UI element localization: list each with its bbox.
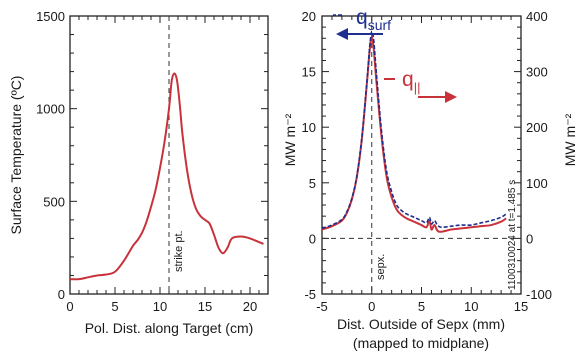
left-strike-point-label: strike pt.	[173, 230, 185, 272]
left-y-tick-label: 1000	[36, 102, 65, 117]
right-x-tick-label: -5	[316, 299, 328, 314]
right-x-axis-label: Dist. Outside of Sepx (mm)	[337, 316, 505, 332]
right-chart: -5 0 5 10 15 -5 0 5 10 15 20 -100 0 100 200 300 400 sepx…	[282, 6, 578, 351]
left-temperature-curve	[69, 72, 264, 281]
right-y2-tick-label: 100	[526, 176, 548, 191]
left-x-tick-label: 15	[198, 299, 212, 314]
right-y-tick-label: 15	[302, 65, 316, 80]
right-left-y-axis-label: MW m⁻²	[282, 113, 298, 166]
right-y2-tick-label: 400	[526, 9, 548, 24]
left-x-axis-label: Pol. Dist. along Target (cm)	[85, 320, 254, 336]
right-arrow-icon	[418, 91, 457, 103]
q-parallel-label: q||	[402, 68, 420, 95]
left-y-tick-label: 500	[43, 194, 65, 209]
q-surf-symbol: q	[356, 6, 368, 29]
right-x-axis-sublabel: (mapped to midplane)	[353, 335, 489, 351]
right-y-tick-label: 10	[302, 120, 316, 135]
right-q-surf-curve	[321, 30, 507, 230]
right-y-tick-label: 0	[309, 231, 316, 246]
q-surf-subscript: surf	[368, 17, 391, 33]
right-y2-tick-label: 200	[526, 120, 548, 135]
q-parallel-subscript: ||	[414, 80, 421, 95]
left-y-tick-label: 0	[58, 287, 65, 302]
left-x-tick-label: 0	[66, 299, 73, 314]
right-y2-tick-label: 0	[526, 231, 533, 246]
right-x-tick-label: 15	[514, 299, 528, 314]
right-right-y-axis-label: MW m⁻²	[562, 113, 578, 166]
left-chart: 0 5 10 15 20 0 500 1000 1500 strike pt. Pol. Dis…	[8, 9, 269, 336]
left-arrow-icon	[336, 28, 383, 40]
right-y-tick-label: -5	[304, 287, 316, 302]
right-y-tick-label: 20	[302, 9, 316, 24]
right-tick-labels: -5 0 5 10 15 -5 0 5 10 15 20 -100 0 100 200 300 400	[302, 9, 553, 314]
left-x-tick-label: 5	[111, 299, 118, 314]
q-surf-label: qsurf	[356, 6, 391, 33]
left-tick-labels: 0 5 10 15 20 0 500 1000 1500	[36, 9, 257, 314]
left-x-tick-label: 20	[243, 299, 257, 314]
right-y2-tick-label: 300	[526, 65, 548, 80]
right-x-tick-label: 0	[368, 299, 375, 314]
right-y-tick-label: 5	[309, 176, 316, 191]
left-x-tick-label: 10	[153, 299, 167, 314]
right-plot-frame	[321, 15, 522, 295]
left-y-axis-label: Surface Temperature (ºC)	[8, 76, 24, 235]
right-x-tick-label: 10	[464, 299, 478, 314]
q-parallel-symbol: q	[402, 68, 414, 91]
right-y2-tick-label: -100	[526, 287, 552, 302]
right-ticks	[321, 15, 522, 295]
shot-time-annotation: 1100310024 at t=1.485 s	[507, 180, 518, 290]
left-y-tick-label: 1500	[36, 9, 65, 24]
right-x-tick-label: 5	[418, 299, 425, 314]
right-separatrix-label: sepx.	[375, 254, 387, 280]
right-q-parallel-curve	[321, 36, 507, 233]
left-ticks	[69, 15, 269, 295]
